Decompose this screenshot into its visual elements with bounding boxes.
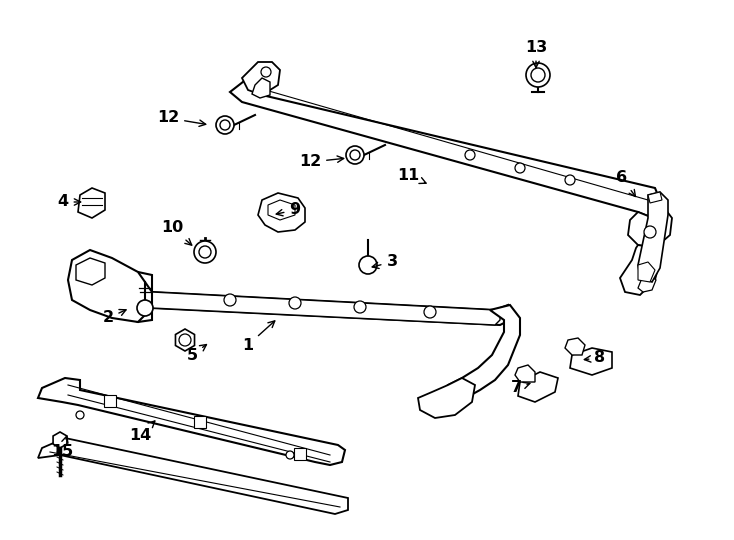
Circle shape: [515, 163, 525, 173]
Polygon shape: [565, 338, 585, 355]
Text: 9: 9: [276, 202, 300, 218]
Circle shape: [350, 150, 360, 160]
Circle shape: [565, 175, 575, 185]
Text: 6: 6: [617, 171, 636, 197]
Circle shape: [220, 120, 230, 130]
Polygon shape: [104, 395, 116, 407]
Polygon shape: [268, 200, 295, 220]
Polygon shape: [638, 192, 668, 282]
Circle shape: [531, 68, 545, 82]
Circle shape: [194, 241, 216, 263]
Polygon shape: [252, 78, 270, 98]
Circle shape: [199, 246, 211, 258]
Polygon shape: [438, 305, 520, 405]
Text: 15: 15: [51, 436, 73, 460]
Circle shape: [137, 300, 153, 316]
Circle shape: [76, 411, 84, 419]
Text: 2: 2: [103, 309, 126, 326]
Text: 4: 4: [57, 194, 81, 210]
Polygon shape: [53, 432, 67, 448]
Polygon shape: [294, 448, 306, 460]
Polygon shape: [152, 292, 500, 325]
Polygon shape: [242, 62, 280, 95]
Polygon shape: [78, 188, 105, 218]
Circle shape: [216, 116, 234, 134]
Text: 8: 8: [584, 350, 606, 366]
Circle shape: [224, 294, 236, 306]
Polygon shape: [68, 250, 152, 322]
Polygon shape: [38, 378, 345, 465]
Polygon shape: [638, 262, 655, 282]
Circle shape: [359, 256, 377, 274]
Text: 1: 1: [242, 321, 275, 353]
Circle shape: [354, 301, 366, 313]
Text: 13: 13: [525, 40, 547, 68]
Polygon shape: [38, 438, 348, 514]
Circle shape: [261, 67, 271, 77]
Circle shape: [424, 306, 436, 318]
Text: 10: 10: [161, 220, 192, 245]
Text: 14: 14: [129, 421, 155, 442]
Text: 5: 5: [186, 345, 206, 362]
Circle shape: [526, 63, 550, 87]
Circle shape: [179, 334, 191, 346]
Polygon shape: [76, 258, 105, 285]
Polygon shape: [638, 275, 656, 292]
Polygon shape: [230, 78, 662, 216]
Polygon shape: [175, 329, 195, 351]
Polygon shape: [518, 372, 558, 402]
Polygon shape: [648, 192, 662, 203]
Polygon shape: [258, 193, 305, 232]
Circle shape: [644, 226, 656, 238]
Text: 12: 12: [157, 111, 206, 126]
Circle shape: [286, 451, 294, 459]
Text: 7: 7: [510, 381, 530, 395]
Text: 11: 11: [397, 167, 426, 184]
Polygon shape: [628, 205, 672, 248]
Polygon shape: [515, 365, 535, 382]
Polygon shape: [112, 272, 510, 325]
Text: 12: 12: [299, 154, 344, 170]
Circle shape: [465, 150, 475, 160]
Polygon shape: [620, 245, 660, 295]
Polygon shape: [418, 378, 475, 418]
Circle shape: [289, 297, 301, 309]
Polygon shape: [570, 348, 612, 375]
Text: 3: 3: [372, 254, 398, 269]
Polygon shape: [194, 416, 206, 428]
Circle shape: [346, 146, 364, 164]
